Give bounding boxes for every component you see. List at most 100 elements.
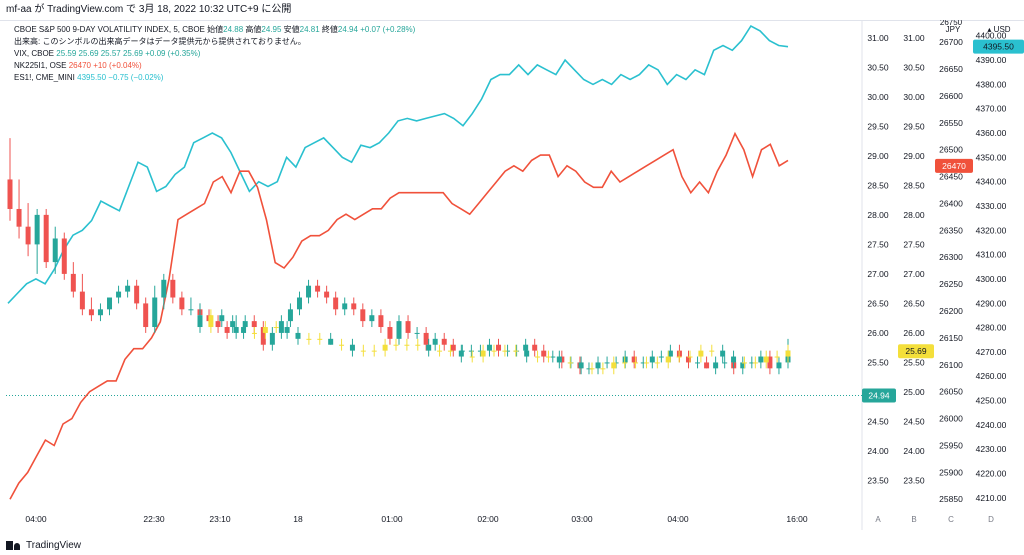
candle-body (480, 350, 486, 357)
last-value-a-bg (862, 388, 896, 403)
axis-a-tick-label: 31.00 (867, 33, 889, 43)
candle-body (437, 350, 443, 352)
axis-d-tick-label: 4310.00 (976, 250, 1007, 260)
legend-main-row: CBOE S&P 500 9-DAY VOLATILITY INDEX, 5, … (14, 24, 415, 36)
candle-body (351, 303, 357, 310)
candle-body (34, 214, 40, 245)
candle-body (278, 321, 284, 333)
candle-body (556, 356, 562, 363)
candle-body (197, 315, 203, 328)
candle-body (450, 344, 456, 351)
last-value-a: 24.94 (868, 390, 890, 400)
axis-b-tick-label: 29.00 (903, 151, 925, 161)
candle-body (447, 350, 453, 352)
publish-header-text: mf-aa が TradingView.com で 3月 18, 2022 10… (6, 4, 292, 15)
candle-body (469, 356, 475, 358)
candle-body (161, 279, 167, 298)
candle-body (578, 362, 584, 369)
candle-body (604, 362, 610, 364)
axis-c-tick-label: 25850 (939, 494, 963, 504)
candle-body (776, 362, 782, 369)
candle-body (396, 321, 402, 339)
candle-body (550, 356, 556, 358)
candle-body (486, 344, 492, 351)
candle-body (477, 350, 483, 352)
legend-nk-values: 26470 +10 (+0.04%) (68, 61, 142, 70)
axis-a-tick-label: 24.50 (867, 416, 889, 426)
candle-body (722, 362, 728, 364)
candle-body (589, 368, 595, 370)
candle-body (785, 350, 791, 357)
candle-body (61, 238, 67, 274)
time-axis-tick-label: 03:00 (571, 514, 593, 524)
candle-body (360, 309, 366, 322)
publish-header: mf-aa が TradingView.com で 3月 18, 2022 10… (0, 0, 1024, 20)
candle-body (152, 297, 158, 328)
candle-body (631, 356, 637, 363)
candle-body (70, 273, 76, 292)
legend-close-label: 終値 (321, 25, 338, 34)
axis-d-tick-label: 4220.00 (976, 469, 1007, 479)
axis-c-tick-label: 26500 (939, 145, 963, 155)
candle-body (215, 321, 221, 328)
candle-body (654, 362, 660, 364)
candle-body (273, 327, 279, 329)
candle-body (79, 291, 85, 310)
axis-a-tick-label: 26.50 (867, 298, 889, 308)
candle-body (513, 350, 519, 352)
axis-c-tick-label: 26250 (939, 279, 963, 289)
axis-c-tick-label: 26300 (939, 252, 963, 262)
candle-body (295, 332, 301, 339)
candles-a (7, 138, 791, 375)
axis-d-tick-label: 4390.00 (976, 55, 1007, 65)
series-line-d (7, 24, 789, 304)
price-axis-a: 31.00 30.50 30.00 29.50 29.00 28.50 28.00 27.50… (867, 33, 889, 524)
candle-body (763, 356, 769, 363)
candle-body (774, 356, 780, 358)
candle-body (720, 350, 726, 357)
last-value-b: 25.69 (905, 346, 927, 356)
axis-a-tick-label: 30.00 (867, 92, 889, 102)
candle-body (665, 356, 671, 363)
candle-body (360, 350, 366, 352)
candle-body (633, 362, 639, 364)
last-value-c: 26470 (942, 161, 966, 171)
time-axis-tick-label: 18 (293, 514, 303, 524)
axis-b-label: B (911, 515, 916, 524)
candle-body (387, 327, 393, 339)
axis-a-tick-label: 24.00 (867, 446, 889, 456)
tradingview-logo-icon (6, 540, 20, 550)
candle-body (287, 309, 293, 322)
candle-body (116, 291, 122, 298)
candle-body (622, 362, 628, 364)
axis-c-tick-label: 26350 (939, 225, 963, 235)
legend-open-value: 24.88 (223, 25, 244, 34)
candle-body (107, 297, 113, 310)
time-axis-tick-label: 01:00 (381, 514, 403, 524)
candle-body (545, 356, 551, 358)
chart-legend: CBOE S&P 500 9-DAY VOLATILITY INDEX, 5, … (14, 24, 415, 84)
axis-c-tick-label: 26650 (939, 64, 963, 74)
axis-d-tick-label: 4280.00 (976, 323, 1007, 333)
candle-body (296, 297, 302, 310)
legend-open-label: 始値 (207, 25, 224, 34)
axis-c-tick-label: 26400 (939, 198, 963, 208)
candle-body (586, 368, 592, 370)
chart-canvas[interactable]: 31.00 30.50 30.00 29.50 29.00 28.50 28.00 27.50… (0, 20, 1024, 555)
axis-b-tick-label: 28.50 (903, 180, 925, 190)
axis-a-tick-label: 27.00 (867, 269, 889, 279)
legend-vix-values: 25.59 25.69 25.57 25.69 +0.09 (+0.35%) (56, 49, 201, 58)
candle-body (740, 362, 746, 369)
axis-a-tick-label: 25.50 (867, 357, 889, 367)
candle-body (758, 356, 764, 363)
candle-body (125, 285, 131, 292)
candle-body (339, 344, 345, 346)
candle-body (535, 356, 541, 358)
candle-body (349, 344, 355, 351)
candle-body (685, 356, 691, 363)
candle-body (600, 368, 606, 370)
last-value-d: 4395.50 (983, 42, 1014, 52)
header-divider (0, 20, 1024, 21)
candle-body (134, 285, 140, 304)
candle-body (667, 350, 673, 357)
